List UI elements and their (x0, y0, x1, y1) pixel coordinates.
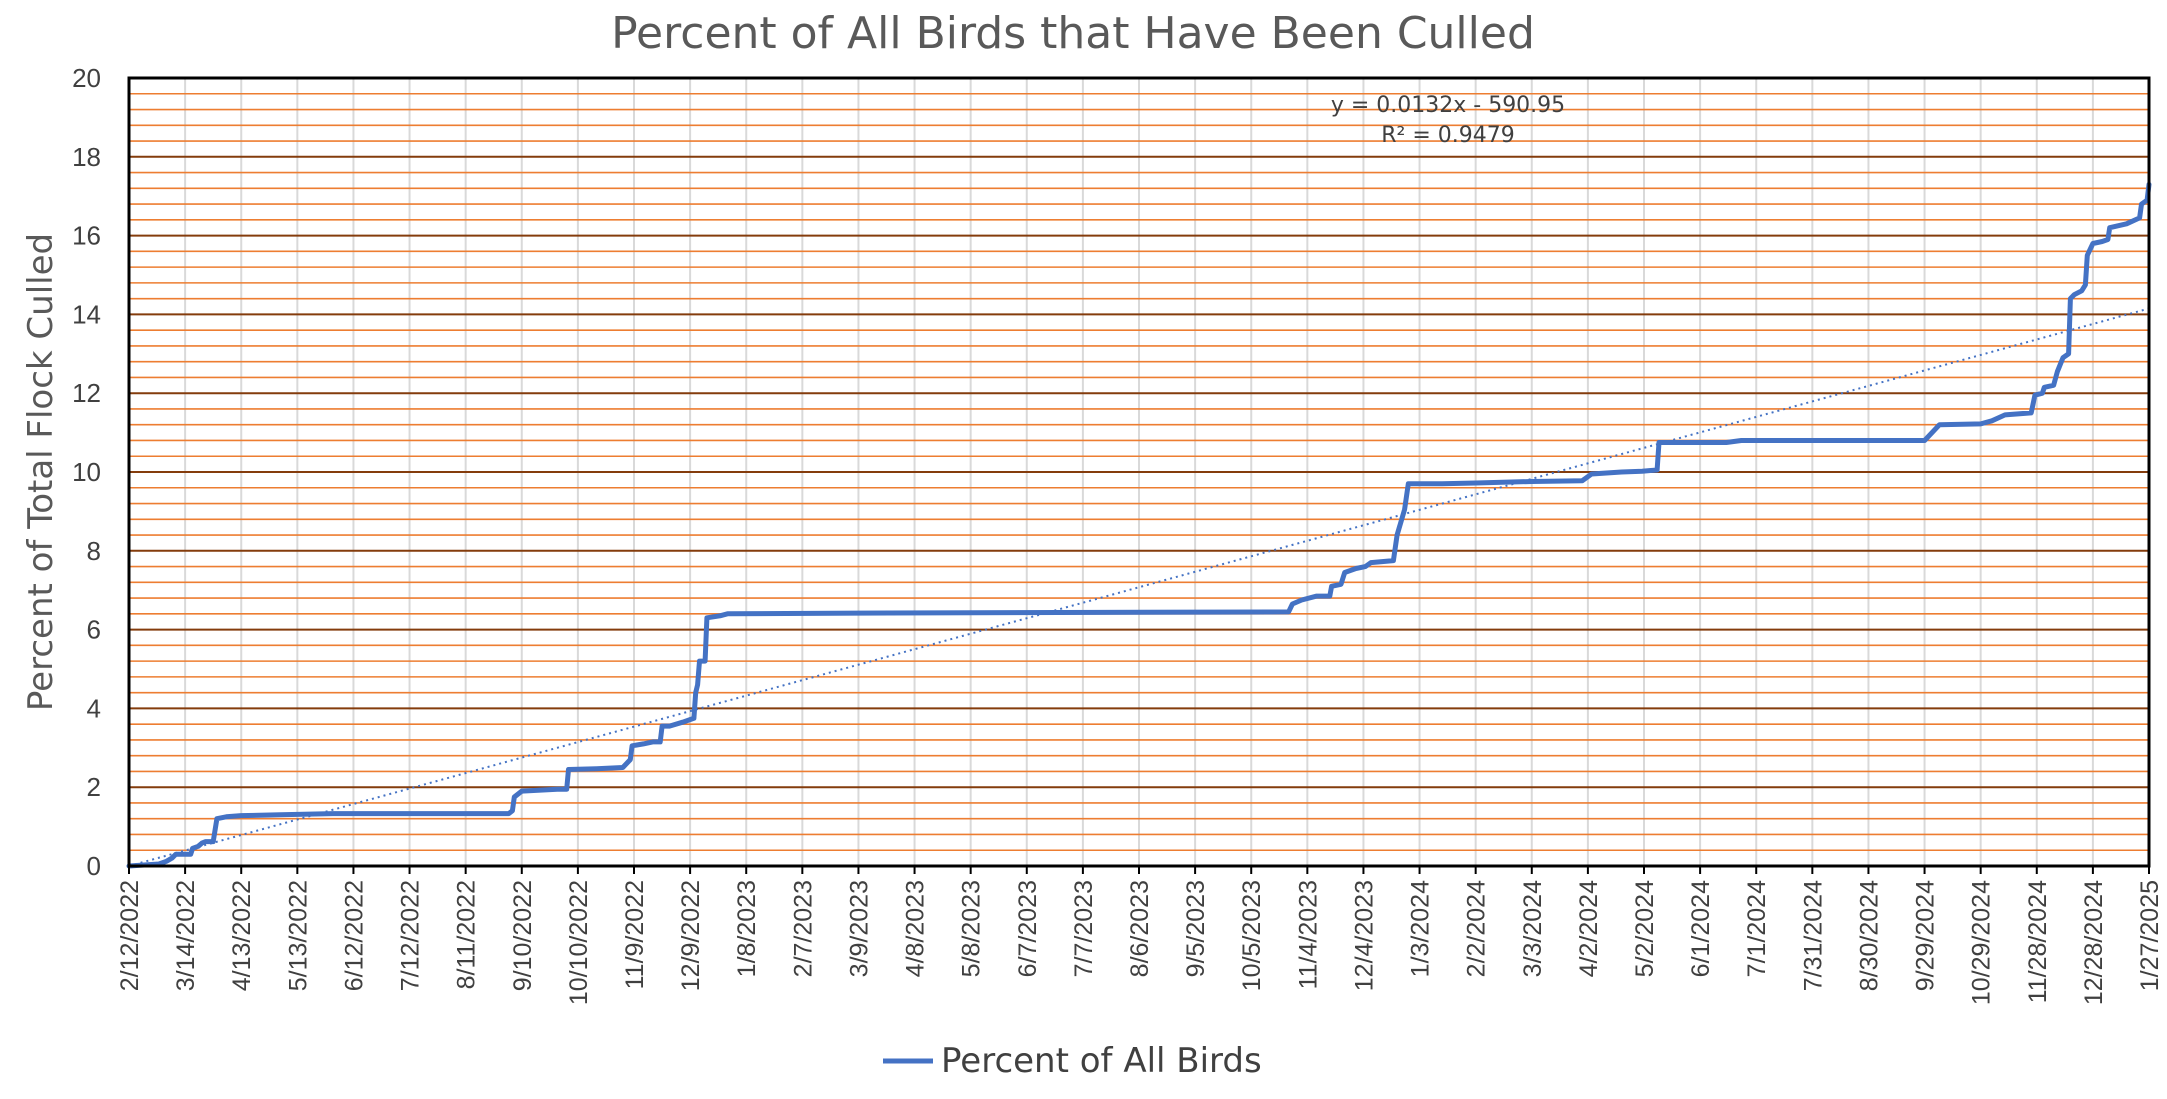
x-tick-label: 7/31/2024 (1799, 880, 1827, 991)
y-tick-label: 12 (72, 378, 101, 408)
y-tick-label: 10 (72, 457, 101, 487)
x-tick-label: 9/5/2023 (1182, 880, 1210, 977)
y-tick-label: 2 (87, 772, 101, 802)
x-tick-label: 3/14/2022 (172, 880, 200, 991)
y-tick-label: 0 (87, 851, 101, 881)
x-tick-label: 6/7/2023 (1014, 880, 1042, 977)
x-tick-label: 12/4/2023 (1350, 880, 1378, 991)
x-tick-label: 5/8/2023 (958, 880, 986, 977)
y-tick-label: 18 (72, 142, 101, 172)
x-tick-label: 5/13/2022 (284, 880, 312, 991)
x-tick-label: 3/9/2023 (845, 880, 873, 977)
chart-title: Percent of All Birds that Have Been Cull… (611, 8, 1535, 59)
x-tick-label: 7/7/2023 (1070, 880, 1098, 977)
y-tick-label: 8 (87, 536, 101, 566)
series-line (126, 181, 2152, 869)
x-tick-label: 1/27/2025 (2136, 880, 2164, 991)
x-tick-label: 12/9/2022 (677, 880, 705, 991)
y-tick-label: 16 (72, 221, 101, 251)
trendline-line (128, 307, 2150, 867)
x-tick-label: 11/28/2024 (2024, 880, 2052, 1003)
y-tick-label: 20 (72, 63, 101, 93)
trendline (128, 307, 2150, 867)
x-tick-label: 2/2/2024 (1463, 880, 1491, 977)
gridlines (128, 78, 2150, 866)
x-tick-label: 9/29/2024 (1912, 880, 1940, 991)
x-tick-label: 8/30/2024 (1855, 880, 1883, 991)
legend: Percent of All Birds (883, 1041, 1262, 1081)
y-tick-labels: 0 2 4 6 8 10 12 14 16 18 20 (72, 63, 101, 881)
y-tick-label: 14 (72, 299, 101, 329)
x-tick-label: 10/29/2024 (1968, 880, 1996, 1005)
x-tick-label: 8/6/2023 (1126, 880, 1154, 977)
legend-label: Percent of All Birds (941, 1041, 1262, 1081)
x-tick-label: 7/1/2024 (1743, 880, 1771, 977)
trendline-r-squared: R² = 0.9479 (1381, 123, 1515, 148)
x-tick-label: 2/7/2023 (789, 880, 817, 977)
x-tick-label: 7/12/2022 (397, 880, 425, 991)
x-tick-label: 1/3/2024 (1407, 880, 1435, 977)
x-tick-label: 11/4/2023 (1294, 880, 1322, 989)
x-tick-label: 10/10/2022 (565, 880, 593, 1005)
x-tick-label: 10/5/2023 (1238, 880, 1266, 991)
x-tick-label: 12/28/2024 (2080, 880, 2108, 1005)
y-axis-title: Percent of Total Flock Culled (21, 233, 61, 711)
trendline-equation: y = 0.0132x - 590.95 (1331, 93, 1565, 118)
x-tick-label: 6/12/2022 (340, 880, 368, 991)
x-tick-label: 1/8/2023 (733, 880, 761, 977)
x-tick-label: 2/12/2022 (116, 880, 144, 991)
x-tick-labels: 2/12/2022 3/14/2022 4/13/2022 5/13/2022 6/12… (116, 866, 2164, 1005)
x-tick-label: 9/10/2022 (509, 880, 537, 991)
x-tick-label: 4/13/2022 (228, 880, 256, 991)
x-tick-label: 4/2/2024 (1575, 880, 1603, 977)
x-tick-label: 3/3/2024 (1519, 880, 1547, 977)
series-lines (126, 181, 2152, 869)
x-tick-label: 4/8/2023 (902, 880, 930, 977)
y-tick-label: 6 (87, 615, 101, 645)
x-tick-label: 8/11/2022 (453, 880, 481, 989)
x-tick-label: 5/2/2024 (1631, 880, 1659, 977)
y-tick-label: 4 (87, 693, 101, 723)
x-tick-label: 11/9/2022 (621, 880, 649, 989)
x-tick-label: 6/1/2024 (1687, 880, 1715, 977)
